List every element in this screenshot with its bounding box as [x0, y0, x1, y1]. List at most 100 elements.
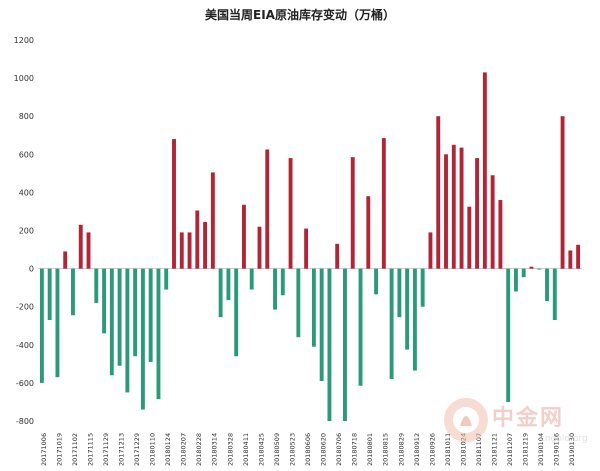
bar [327, 268, 332, 421]
y-tick-label: 1000 [14, 74, 34, 83]
bar [304, 228, 309, 269]
bar [109, 268, 114, 376]
x-tick-label: 20180926 [428, 433, 436, 466]
bar [280, 268, 285, 296]
y-tick-label: 200 [19, 227, 34, 236]
bar [187, 232, 192, 269]
bar [102, 268, 106, 334]
x-tick-label: 20180620 [320, 433, 328, 466]
bar [436, 116, 441, 269]
x-tick-label: 20171115 [86, 433, 94, 466]
x-tick-label: 20181024 [459, 433, 467, 466]
bar [552, 268, 557, 321]
bar [195, 210, 200, 269]
y-tick-label: 400 [19, 188, 34, 197]
y-tick-label: 800 [19, 112, 34, 121]
bar [242, 204, 246, 269]
x-tick-label: 20180912 [413, 433, 421, 466]
bar [506, 268, 511, 402]
bar [412, 268, 417, 371]
bar [490, 175, 495, 269]
bar [475, 158, 480, 269]
bar [482, 72, 487, 269]
bar [444, 154, 448, 269]
bar [537, 268, 542, 270]
bar [381, 138, 386, 269]
bar [451, 144, 456, 269]
bar [366, 196, 371, 269]
bar [172, 139, 176, 269]
y-tick-label: 0 [29, 265, 34, 274]
x-tick-label: 20180124 [164, 433, 172, 466]
x-tick-label: 20190104 [537, 433, 545, 466]
x-tick-label: 20171019 [55, 433, 63, 466]
bar [249, 268, 254, 290]
bars [39, 72, 581, 421]
x-tick-label: 20181011 [444, 433, 452, 466]
bar [358, 268, 363, 386]
y-tick-label: -400 [16, 341, 34, 350]
x-tick-label: 20181107 [475, 433, 483, 466]
bar [94, 268, 99, 303]
bar [560, 116, 565, 269]
bar [350, 157, 355, 269]
bar [498, 200, 503, 269]
bar [397, 268, 402, 318]
y-tick-label: -200 [16, 303, 34, 312]
x-tick-label: 20181207 [506, 433, 514, 466]
y-tick-label: -800 [16, 417, 34, 426]
bar [117, 268, 122, 366]
x-tick-label: 20180110 [149, 433, 157, 466]
y-tick-label: 600 [19, 150, 34, 159]
x-tick-label: 20171102 [71, 433, 79, 466]
y-tick-label: -600 [16, 379, 34, 388]
x-tick-label: 20180606 [304, 433, 312, 466]
bar [428, 232, 433, 269]
bar [514, 268, 518, 292]
x-tick-label: 20180207 [180, 433, 188, 466]
bar [71, 268, 75, 316]
bar [319, 268, 324, 381]
bar [420, 268, 425, 307]
x-tick-label: 20171129 [102, 433, 110, 466]
y-tick-label: 1200 [14, 36, 34, 45]
x-tick-label: 20171229 [133, 433, 141, 466]
x-tick-label: 20180801 [366, 433, 374, 466]
bar [343, 268, 347, 421]
bar [226, 268, 231, 301]
bar [459, 147, 464, 269]
bar [210, 172, 215, 269]
x-tick-label: 20171213 [117, 433, 125, 466]
bar [234, 268, 239, 357]
x-tick-label: 20180328 [226, 433, 234, 466]
bar [140, 268, 145, 410]
bar [545, 268, 549, 301]
bar [405, 268, 410, 350]
bar [374, 268, 378, 295]
x-tick-label: 20181219 [522, 433, 530, 466]
bar [273, 268, 277, 310]
bar [265, 149, 270, 269]
chart-title: 美国当周EIA原油库存变动（万桶） [205, 8, 395, 22]
x-tick-label: 20180815 [382, 433, 390, 466]
x-tick-label: 20180509 [273, 433, 281, 466]
bar [39, 268, 44, 383]
bar [568, 250, 573, 269]
bar [156, 268, 161, 400]
bar [86, 232, 91, 269]
bar [47, 268, 52, 321]
x-tick-label: 20180829 [397, 433, 405, 466]
x-axis: 20171006 20171019 20171102 20171115 20171129… [40, 433, 576, 466]
bar [203, 221, 208, 269]
bar [467, 206, 472, 269]
watermark-icon [444, 398, 488, 442]
bar [335, 243, 340, 269]
x-tick-label: 20180314 [211, 433, 219, 466]
bar [521, 268, 526, 278]
x-tick-label: 20180523 [288, 433, 296, 466]
watermark-logo: 中金网 cngold.org [440, 396, 600, 466]
y-axis: -800 -600 -400 -200 0 200 400 600 800 1000 1200 [14, 36, 582, 426]
x-tick-label: 20180706 [335, 433, 343, 466]
bar [148, 268, 153, 362]
